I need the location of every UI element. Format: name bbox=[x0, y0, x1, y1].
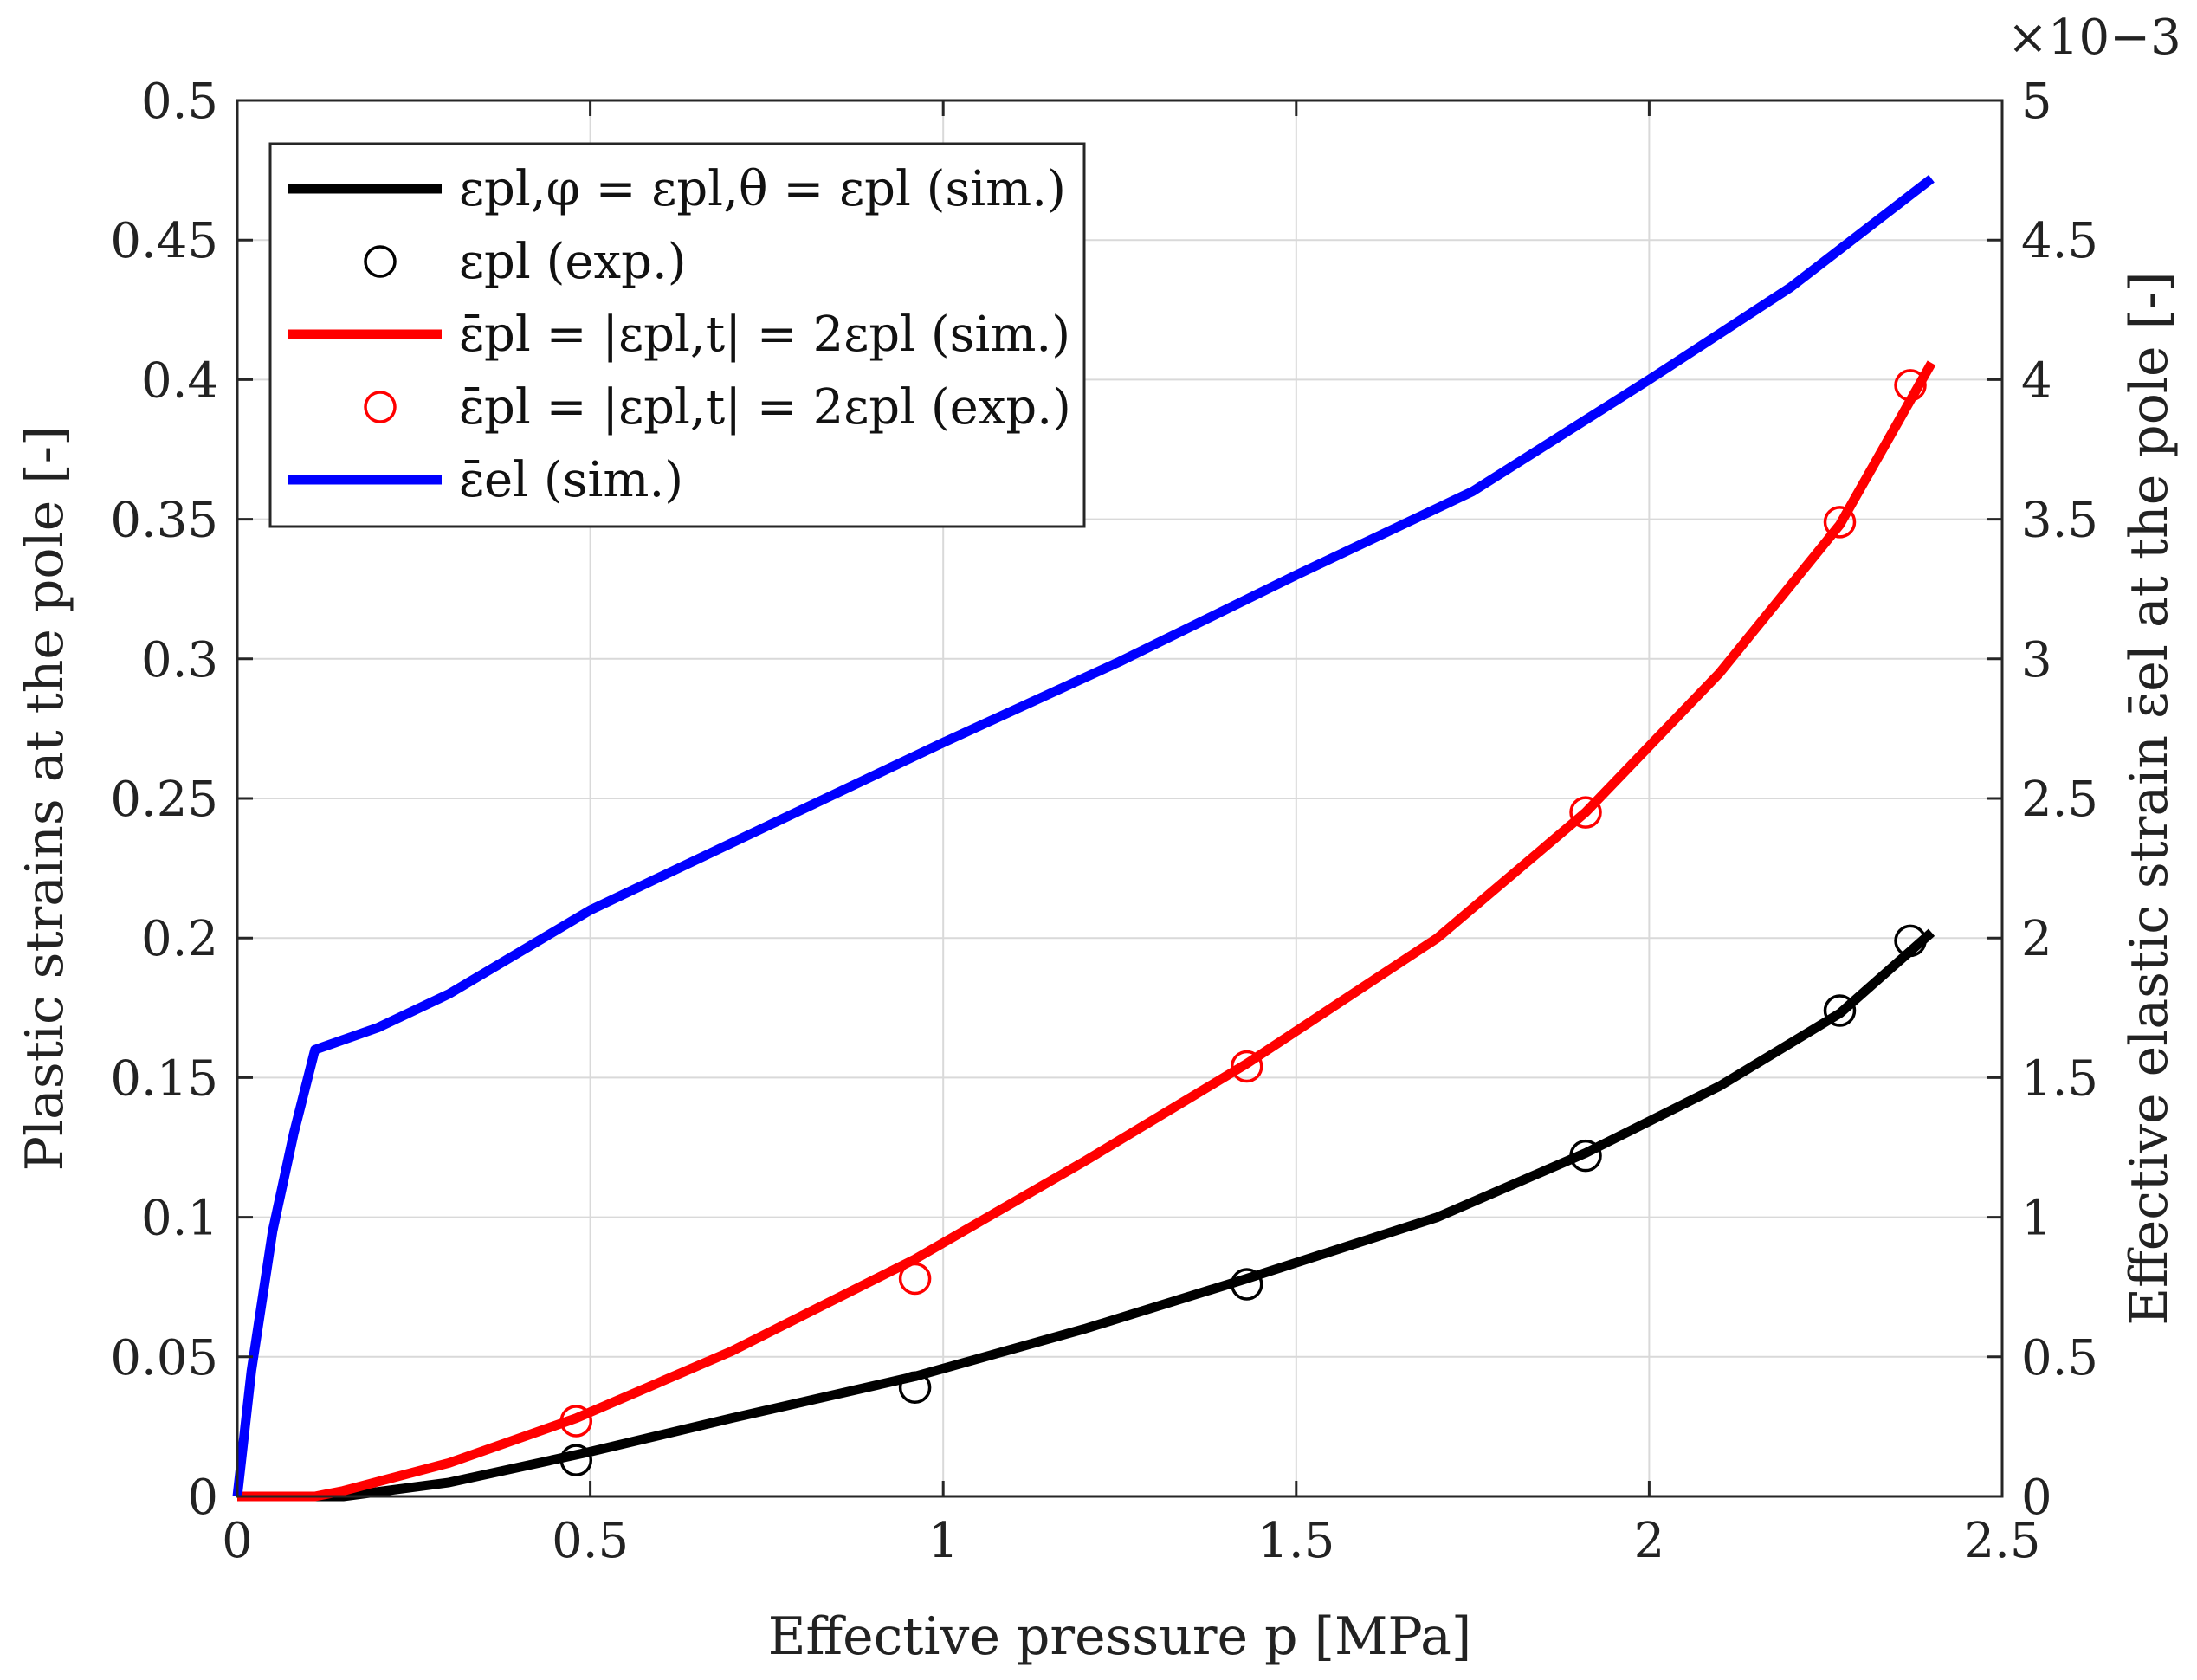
y-left-tick-label: 0 bbox=[187, 1470, 218, 1526]
legend-label-2: ε̄pl = |εpl,t| = 2εpl (sim.) bbox=[459, 307, 1070, 363]
y-right-tick-label: 2.5 bbox=[2021, 772, 2098, 828]
series-line-2 bbox=[237, 360, 1936, 1502]
y-right-tick-label: 2 bbox=[2021, 911, 2052, 967]
y-left-tick-label: 0.4 bbox=[141, 352, 218, 409]
y-right-tick-label: 3 bbox=[2021, 632, 2052, 688]
y-right-tick-label: 3.5 bbox=[2021, 493, 2098, 549]
series-layer bbox=[232, 174, 1936, 1502]
series-marker-3 bbox=[898, 1262, 932, 1296]
legend-label-1: εpl (exp.) bbox=[459, 234, 687, 290]
y-left-tick-label: 0.1 bbox=[141, 1191, 218, 1247]
series-marker-3 bbox=[1823, 506, 1857, 539]
series-marker-3 bbox=[1230, 1050, 1263, 1083]
x-tick-label: 1 bbox=[927, 1513, 959, 1569]
y-left-tick-label: 0.5 bbox=[141, 74, 218, 130]
y-left-tick-label: 0.3 bbox=[141, 632, 218, 688]
x-tick-label: 2.5 bbox=[1963, 1513, 2040, 1569]
legend-label-3: ε̄pl = |εpl,t| = 2εpl (exp.) bbox=[459, 379, 1071, 436]
series-marker-1 bbox=[898, 1371, 932, 1405]
series-marker-3 bbox=[1894, 369, 1927, 402]
legend-label-4: ε̄el (sim.) bbox=[459, 452, 683, 508]
x-tick-label: 0.5 bbox=[552, 1513, 629, 1569]
series-marker-3 bbox=[559, 1405, 593, 1438]
x-axis-title: Effective pressure p [MPa] bbox=[768, 1606, 1472, 1667]
x-tick-label: 0 bbox=[222, 1513, 253, 1569]
y-right-tick-label: 1.5 bbox=[2021, 1050, 2098, 1107]
series-marker-1 bbox=[1569, 1139, 1602, 1173]
y-right-tick-label: 4.5 bbox=[2021, 213, 2098, 269]
series-line-0 bbox=[237, 928, 1935, 1502]
x-tick-label: 2 bbox=[1634, 1513, 1665, 1569]
series-marker-1 bbox=[1894, 924, 1927, 958]
right-axis-exponent: ×10−3 bbox=[2007, 10, 2181, 66]
series-marker-1 bbox=[559, 1444, 593, 1476]
y-left-tick-label: 0.05 bbox=[110, 1330, 218, 1386]
series-marker-3 bbox=[1569, 796, 1602, 829]
x-tick-label: 1.5 bbox=[1257, 1513, 1334, 1569]
series-line-4 bbox=[232, 174, 1935, 1497]
legend-swatch-marker-1 bbox=[364, 245, 397, 278]
tick-layer: 0 0.5 1 1.5 2 2.500.050.10.150.20.250.30.350.… bbox=[110, 74, 2098, 1569]
y-right-tick-label: 0 bbox=[2021, 1470, 2052, 1526]
legend: εpl,φ = εpl,θ = εpl (sim.) εpl (exp.) ε̄pl… bbox=[268, 142, 1086, 528]
y-axis-right-title: Effective elastic strain ε̄el at the pol… bbox=[2119, 271, 2180, 1325]
y-left-tick-label: 0.25 bbox=[110, 772, 218, 828]
legend-label-0: εpl,φ = εpl,θ = εpl (sim.) bbox=[459, 161, 1066, 217]
y-right-tick-label: 1 bbox=[2021, 1191, 2052, 1247]
y-axis-left-title: Plastic strains at the pole [-] bbox=[15, 426, 75, 1172]
y-left-tick-label: 0.15 bbox=[110, 1050, 218, 1107]
legend-swatch-marker-3 bbox=[364, 391, 397, 423]
series-marker-1 bbox=[1230, 1268, 1263, 1301]
y-left-tick-label: 0.2 bbox=[141, 911, 218, 967]
y-right-tick-label: 4 bbox=[2021, 352, 2052, 409]
legend-entries: εpl,φ = εpl,θ = εpl (sim.) εpl (exp.) ε̄pl… bbox=[288, 161, 1071, 508]
y-right-tick-label: 5 bbox=[2021, 74, 2052, 130]
y-left-tick-label: 0.45 bbox=[110, 213, 218, 269]
series-marker-1 bbox=[1823, 994, 1857, 1027]
y-right-tick-label: 0.5 bbox=[2021, 1330, 2098, 1386]
y-left-tick-label: 0.35 bbox=[110, 493, 218, 549]
